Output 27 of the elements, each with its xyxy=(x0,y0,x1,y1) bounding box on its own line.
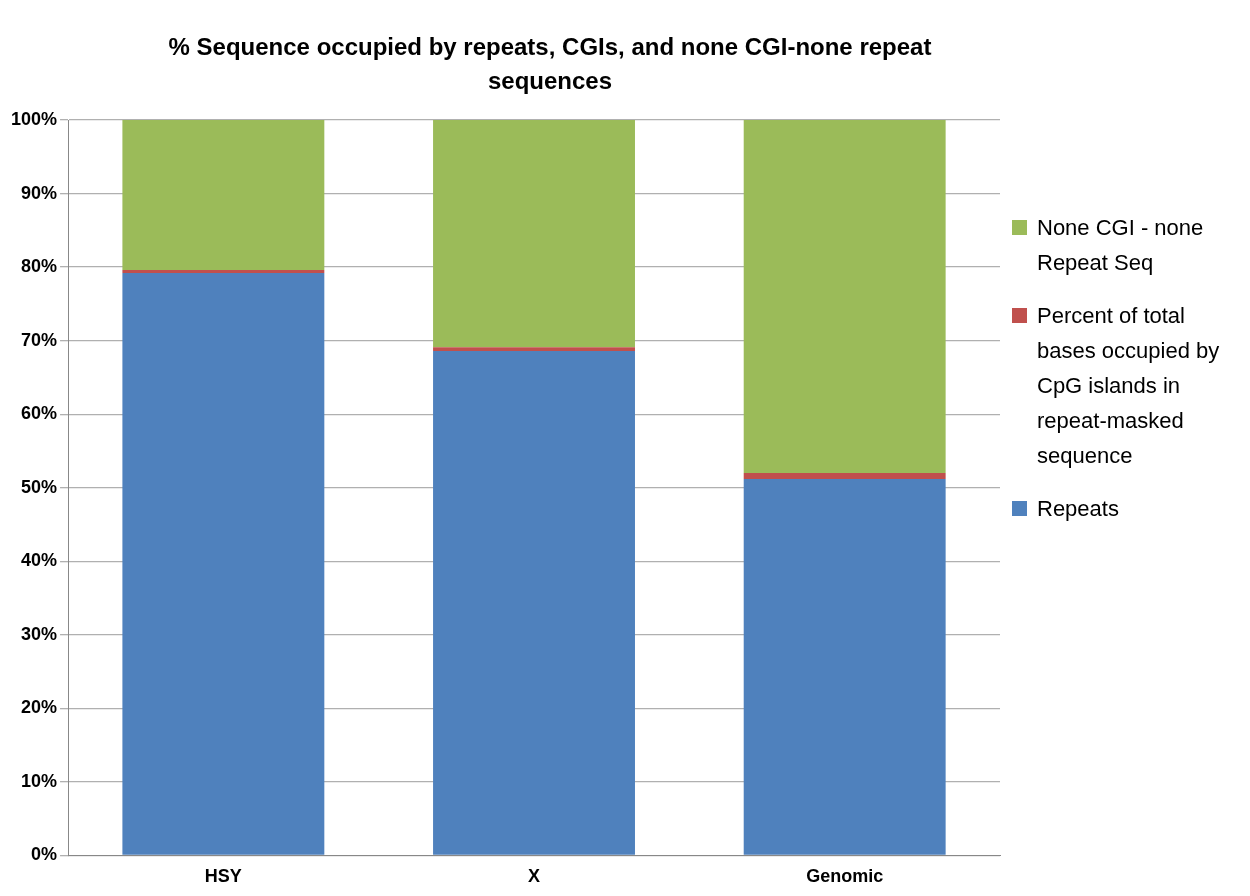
y-tick-label: 90% xyxy=(21,182,58,203)
bar xyxy=(122,270,325,273)
bar xyxy=(433,347,635,351)
legend-label: Percent of total bases occupied by CpG islands in repeat-masked sequence xyxy=(1037,302,1221,470)
x-tick-label: Genomic xyxy=(806,866,884,887)
x-tick-label: HSY xyxy=(204,866,242,887)
bar xyxy=(433,350,635,855)
x-tick-label: X xyxy=(528,866,541,887)
y-tick-label: 30% xyxy=(21,623,58,644)
bar xyxy=(433,120,635,348)
y-tick-label: 40% xyxy=(21,550,58,571)
y-tick-label: 70% xyxy=(21,329,58,350)
bar xyxy=(743,472,946,479)
chart-title: % Sequence occupied by repeats, CGIs, and none CGI-none repeat sequences xyxy=(167,32,933,96)
bar xyxy=(743,478,946,855)
bar xyxy=(743,120,946,473)
y-tick-label: 10% xyxy=(21,770,58,791)
y-tick-label: 20% xyxy=(21,697,58,718)
legend-label: None CGI - none Repeat Seq xyxy=(1037,214,1205,277)
y-tick-label: 50% xyxy=(21,476,58,497)
y-tick-label: 60% xyxy=(21,403,58,424)
y-tick-label: 100% xyxy=(10,108,58,129)
legend-label: Repeats xyxy=(1037,495,1119,523)
bar xyxy=(122,120,325,271)
y-tick-label: 0% xyxy=(31,844,58,865)
y-tick-label: 80% xyxy=(21,256,58,277)
bar xyxy=(122,272,325,855)
